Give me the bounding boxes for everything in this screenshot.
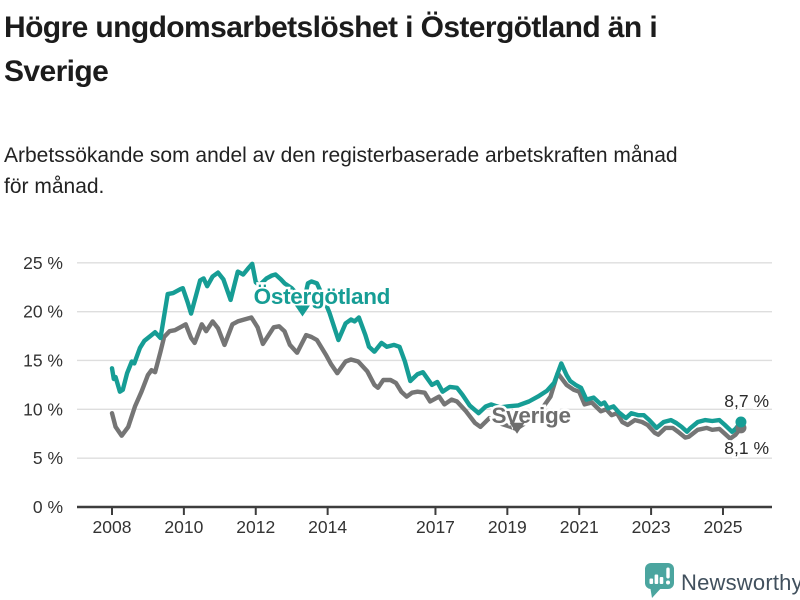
y-tick-label: 0 %: [33, 497, 63, 517]
x-tick-label: 2014: [308, 517, 347, 537]
y-tick-label: 25 %: [23, 253, 63, 273]
x-tick-label: 2012: [236, 517, 275, 537]
y-tick-label: 5 %: [33, 448, 63, 468]
newsworthy-exclamation-icon: [666, 567, 670, 585]
sverige-label: Sverige: [491, 403, 570, 428]
chart-subtitle-line2: för månad.: [4, 175, 105, 198]
x-tick-label: 2025: [704, 517, 743, 537]
x-tick-label: 2017: [416, 517, 455, 537]
header: Högre ungdomsarbetslöshet i Östergötland…: [4, 6, 796, 94]
x-tick-label: 2019: [488, 517, 527, 537]
page-title: Högre ungdomsarbetslöshet i Östergötland…: [4, 6, 796, 94]
y-tick-label: 10 %: [23, 399, 63, 419]
y-tick-label: 20 %: [23, 302, 63, 322]
sverige-arrow-icon: [509, 422, 525, 434]
newsworthy-bar-chart-icon: [649, 574, 664, 584]
sverige-line: [109, 315, 744, 441]
plot-area: 0 % 5 % 10 % 15 % 20 % 25 % 2008 2010 2012 2014 20…: [23, 253, 772, 537]
page-title-line1: Högre ungdomsarbetslöshet i Östergötland…: [4, 11, 658, 44]
x-tick-label: 2010: [164, 517, 203, 537]
newsworthy-brand-text: Newsworthy: [681, 570, 800, 595]
stergtland-end-dot: [735, 416, 747, 428]
chart-subtitle: Arbetssökande som andel av den registerb…: [4, 140, 796, 202]
chart-subtitle-line1: Arbetssökande som andel av den registerb…: [4, 144, 678, 167]
x-tick-label: 2021: [560, 517, 599, 537]
stergtland-line: [109, 261, 744, 434]
newsworthy-logo: Newsworthy: [645, 563, 800, 598]
ostergotland-arrow-icon: [294, 305, 310, 317]
x-tick-label: 2023: [632, 517, 671, 537]
newsworthy-logo-bubble-tail: [650, 586, 663, 598]
ostergotland-label: Östergötland: [254, 284, 390, 309]
page-title-line2: Sverige: [4, 55, 109, 88]
sverige-end-value-label: 8,1 %: [724, 438, 769, 458]
x-tick-label: 2008: [93, 517, 132, 537]
stergtland-end-value-label: 8,7 %: [724, 391, 769, 411]
y-tick-label: 15 %: [23, 350, 63, 370]
